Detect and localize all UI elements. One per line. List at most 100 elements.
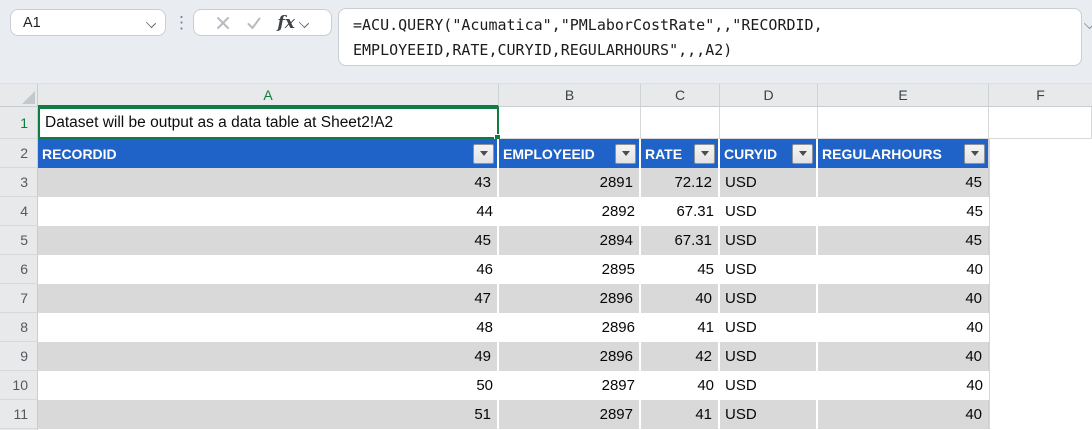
cell-empty-f[interactable]: [989, 168, 1092, 197]
row-header-3[interactable]: 3: [0, 168, 38, 197]
column-header-a[interactable]: A: [38, 84, 499, 107]
row-header-5[interactable]: 5: [0, 226, 38, 255]
cell[interactable]: 40: [818, 400, 989, 429]
column-header-b[interactable]: B: [499, 84, 641, 107]
filter-dropdown-button[interactable]: [473, 143, 494, 164]
more-options-icon[interactable]: ⋮: [173, 13, 190, 32]
column-header-f[interactable]: F: [989, 84, 1092, 107]
cell-empty-f[interactable]: [989, 342, 1092, 371]
row-header-2[interactable]: 2: [0, 139, 38, 168]
cell-a1-selected[interactable]: Dataset will be output as a data table a…: [38, 107, 501, 141]
filter-dropdown-button[interactable]: [694, 143, 715, 164]
row-header-11[interactable]: 11: [0, 400, 38, 429]
filter-dropdown-button[interactable]: [615, 143, 636, 164]
cell[interactable]: USD: [720, 400, 818, 429]
cell[interactable]: USD: [725, 203, 757, 220]
filter-dropdown-button[interactable]: [792, 143, 813, 164]
cell[interactable]: 2897: [601, 377, 635, 394]
formula-bar[interactable]: =ACU.QUERY("Acumatica","PMLaborCostRate"…: [338, 8, 1082, 66]
cell-empty-f[interactable]: [989, 226, 1092, 255]
cell-empty-f[interactable]: [989, 255, 1092, 284]
cell[interactable]: 2896: [499, 342, 641, 371]
cancel-icon[interactable]: [215, 15, 231, 31]
cell[interactable]: 40: [966, 261, 983, 278]
cell[interactable]: 2894: [499, 226, 641, 255]
cell[interactable]: USD: [720, 342, 818, 371]
row-header-6[interactable]: 6: [0, 255, 38, 284]
cell[interactable]: 46: [476, 261, 493, 278]
cell[interactable]: 51: [38, 400, 499, 429]
cell[interactable]: 45: [818, 226, 989, 255]
cell[interactable]: 49: [38, 342, 499, 371]
row-header-7[interactable]: 7: [0, 284, 38, 313]
enter-checkmark-icon[interactable]: [246, 15, 262, 31]
cell[interactable]: 44: [476, 203, 493, 220]
cell-f1[interactable]: [989, 107, 1092, 139]
cell-c1[interactable]: [641, 107, 720, 139]
cell[interactable]: 2896: [499, 284, 641, 313]
cell[interactable]: 40: [966, 377, 983, 394]
table-header-rate[interactable]: RATE: [641, 139, 720, 168]
cell[interactable]: 2891: [499, 168, 641, 197]
cell-empty-f[interactable]: [989, 400, 1092, 429]
formula-bar-expand-icon[interactable]: [1084, 18, 1092, 32]
cell[interactable]: 41: [697, 319, 714, 336]
cell-empty-f[interactable]: [989, 371, 1092, 400]
table-row: 3 43 2891 72.12 USD 45: [0, 168, 1092, 197]
filter-dropdown-button[interactable]: [964, 143, 985, 164]
row-header-9[interactable]: 9: [0, 342, 38, 371]
cell[interactable]: 2897: [499, 400, 641, 429]
cell-a1-text: Dataset will be output as a data table a…: [45, 114, 394, 131]
cell[interactable]: 40: [818, 342, 989, 371]
cell[interactable]: 50: [476, 377, 493, 394]
row-header-1[interactable]: 1: [0, 107, 38, 139]
table-header-curyid[interactable]: CURYID: [720, 139, 818, 168]
cell-empty-f[interactable]: [989, 313, 1092, 342]
cell[interactable]: 40: [966, 319, 983, 336]
name-box[interactable]: A1: [10, 9, 166, 36]
cell[interactable]: USD: [725, 261, 757, 278]
cell-empty-f[interactable]: [989, 284, 1092, 313]
cell[interactable]: 41: [641, 400, 720, 429]
cell[interactable]: 45: [697, 261, 714, 278]
cell[interactable]: 43: [38, 168, 499, 197]
cell-f2[interactable]: [989, 139, 1092, 168]
cell[interactable]: 40: [697, 377, 714, 394]
select-all-corner[interactable]: [0, 84, 38, 107]
column-header-d[interactable]: D: [720, 84, 818, 107]
table-header-recordid[interactable]: RECORDID: [38, 139, 499, 168]
cell[interactable]: 45: [38, 226, 499, 255]
cell[interactable]: 67.31: [676, 203, 714, 220]
cell[interactable]: 42: [641, 342, 720, 371]
cell[interactable]: USD: [725, 377, 757, 394]
cell[interactable]: USD: [720, 168, 818, 197]
cell[interactable]: 47: [38, 284, 499, 313]
row-header-10[interactable]: 10: [0, 371, 38, 400]
table-header-regularhours[interactable]: REGULARHOURS: [818, 139, 989, 168]
row-header-8[interactable]: 8: [0, 313, 38, 342]
cell[interactable]: 40: [818, 284, 989, 313]
row-header-4[interactable]: 4: [0, 197, 38, 226]
cell[interactable]: 2892: [601, 203, 635, 220]
cell[interactable]: USD: [725, 319, 757, 336]
cell[interactable]: 48: [476, 319, 493, 336]
table-header-employeeid[interactable]: EMPLOYEEID: [499, 139, 641, 168]
column-header-c[interactable]: C: [641, 84, 720, 107]
cell[interactable]: 2896: [601, 319, 635, 336]
column-header-e[interactable]: E: [818, 84, 989, 107]
cell[interactable]: 45: [966, 203, 983, 220]
cell[interactable]: USD: [720, 226, 818, 255]
cell-empty-f[interactable]: [989, 197, 1092, 226]
cell[interactable]: 45: [818, 168, 989, 197]
insert-function-button[interactable]: fx: [277, 14, 309, 31]
cell-e1[interactable]: [818, 107, 989, 139]
cell[interactable]: 40: [641, 284, 720, 313]
chevron-down-icon[interactable]: [146, 17, 157, 28]
cell[interactable]: 67.31: [641, 226, 720, 255]
cell[interactable]: USD: [720, 284, 818, 313]
cell-b1[interactable]: [499, 107, 641, 139]
cell[interactable]: 72.12: [641, 168, 720, 197]
table-row: 9 49 2896 42 USD 40: [0, 342, 1092, 371]
cell[interactable]: 2895: [601, 261, 635, 278]
cell-d1[interactable]: [720, 107, 818, 139]
